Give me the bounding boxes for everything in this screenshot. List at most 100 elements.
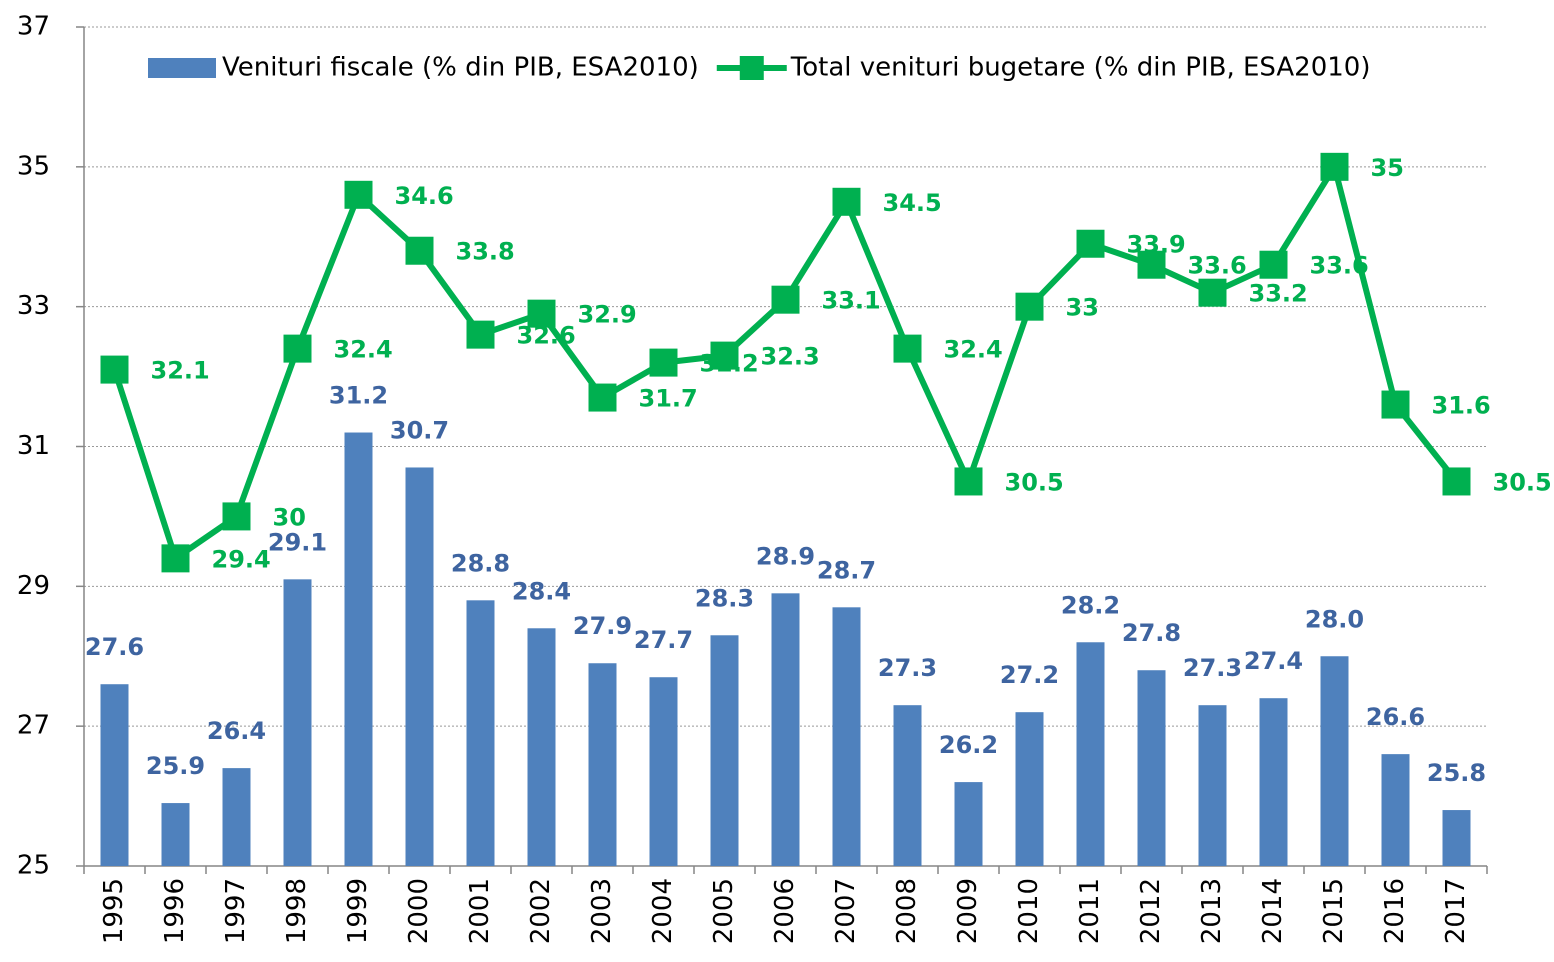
data-label: 28.7 bbox=[817, 556, 876, 584]
marker bbox=[771, 285, 800, 314]
marker bbox=[954, 467, 983, 496]
bar bbox=[893, 705, 922, 866]
marker bbox=[1076, 229, 1105, 258]
data-label: 27.7 bbox=[634, 626, 693, 654]
x-tick-label: 2009 bbox=[953, 878, 983, 944]
marker bbox=[710, 341, 739, 370]
y-tick-label: 29 bbox=[17, 571, 50, 601]
marker bbox=[1381, 390, 1410, 419]
bar bbox=[832, 607, 861, 866]
bar bbox=[1381, 754, 1410, 866]
bar bbox=[1320, 656, 1349, 866]
data-label: 35 bbox=[1371, 154, 1404, 182]
data-label: 28.8 bbox=[451, 549, 510, 577]
y-tick-label: 27 bbox=[17, 711, 50, 741]
bar bbox=[1198, 705, 1227, 866]
y-tick-label: 33 bbox=[17, 291, 50, 321]
x-tick-label: 1999 bbox=[343, 878, 373, 944]
marker bbox=[222, 502, 251, 531]
x-tick-label: 1996 bbox=[160, 878, 190, 944]
marker bbox=[1442, 467, 1471, 496]
data-label: 30 bbox=[273, 503, 306, 531]
data-label: 33.6 bbox=[1188, 252, 1247, 280]
bar bbox=[710, 635, 739, 866]
x-tick-label: 2011 bbox=[1075, 878, 1105, 944]
data-label: 28.4 bbox=[512, 577, 571, 605]
data-label: 33.1 bbox=[822, 287, 881, 315]
data-label: 26.4 bbox=[207, 717, 266, 745]
bar bbox=[405, 467, 434, 866]
data-label: 26.2 bbox=[939, 731, 998, 759]
y-tick-label: 25 bbox=[17, 851, 50, 881]
bar bbox=[344, 432, 373, 866]
bar bbox=[1259, 698, 1288, 866]
x-tick-label: 2001 bbox=[465, 878, 495, 944]
legend-swatch bbox=[148, 58, 216, 78]
bar bbox=[222, 768, 251, 866]
x-tick-label: 2016 bbox=[1380, 878, 1410, 944]
x-tick-label: 2010 bbox=[1014, 878, 1044, 944]
bar bbox=[1442, 810, 1471, 866]
x-tick-label: 2005 bbox=[709, 878, 739, 944]
bar bbox=[1015, 712, 1044, 866]
bar bbox=[100, 684, 129, 866]
data-label: 27.9 bbox=[573, 612, 632, 640]
x-tick-label: 2002 bbox=[526, 878, 556, 944]
marker bbox=[1198, 278, 1227, 307]
marker bbox=[1015, 292, 1044, 321]
x-tick-label: 2015 bbox=[1319, 878, 1349, 944]
x-tick-label: 2004 bbox=[648, 878, 678, 944]
data-label: 33.6 bbox=[1310, 252, 1369, 280]
bar bbox=[1137, 670, 1166, 866]
data-label: 33 bbox=[1066, 294, 1099, 322]
y-tick-label: 37 bbox=[17, 12, 50, 42]
bar bbox=[588, 663, 617, 866]
legend-label: Total venituri bugetare (% din PIB, ESA2… bbox=[790, 53, 1371, 83]
data-label: 27.3 bbox=[878, 654, 937, 682]
data-label: 27.3 bbox=[1183, 654, 1242, 682]
data-label: 32.9 bbox=[578, 301, 637, 329]
data-label: 27.2 bbox=[1000, 661, 1059, 689]
marker bbox=[344, 180, 373, 209]
data-label: 25.9 bbox=[146, 752, 205, 780]
marker bbox=[161, 544, 190, 573]
x-tick-label: 1998 bbox=[282, 878, 312, 944]
marker bbox=[1137, 250, 1166, 279]
bar bbox=[161, 803, 190, 866]
marker bbox=[588, 383, 617, 412]
x-tick-label: 2014 bbox=[1258, 878, 1288, 944]
x-tick-label: 2000 bbox=[404, 878, 434, 944]
data-label: 32.4 bbox=[944, 336, 1003, 364]
bar bbox=[527, 628, 556, 866]
data-label: 26.6 bbox=[1366, 703, 1425, 731]
data-label: 32.3 bbox=[761, 343, 820, 371]
marker bbox=[466, 320, 495, 349]
data-label: 34.5 bbox=[883, 189, 942, 217]
marker bbox=[100, 355, 129, 384]
marker bbox=[527, 299, 556, 328]
data-label: 30.5 bbox=[1005, 468, 1064, 496]
data-label: 30.5 bbox=[1493, 468, 1552, 496]
data-label: 31.7 bbox=[639, 385, 698, 413]
bar bbox=[954, 782, 983, 866]
data-label: 30.7 bbox=[390, 416, 449, 444]
data-label: 29.1 bbox=[268, 528, 327, 556]
data-label: 33.8 bbox=[456, 238, 515, 266]
data-label: 32.1 bbox=[151, 357, 210, 385]
x-tick-label: 2008 bbox=[892, 878, 922, 944]
bar bbox=[283, 579, 312, 866]
marker bbox=[649, 348, 678, 377]
data-label: 28.0 bbox=[1305, 605, 1364, 633]
x-tick-label: 2013 bbox=[1197, 878, 1227, 944]
data-label: 27.6 bbox=[85, 633, 144, 661]
x-tick-label: 1997 bbox=[221, 878, 251, 944]
legend-label: Venituri fiscale (% din PIB, ESA2010) bbox=[222, 53, 699, 83]
data-label: 34.6 bbox=[395, 182, 454, 210]
data-label: 31.2 bbox=[329, 382, 388, 410]
data-label: 25.8 bbox=[1427, 759, 1486, 787]
data-label: 32.4 bbox=[334, 336, 393, 364]
legend-swatch bbox=[739, 56, 764, 80]
data-label: 28.2 bbox=[1061, 591, 1120, 619]
x-tick-label: 1995 bbox=[99, 878, 129, 944]
data-label: 28.9 bbox=[756, 542, 815, 570]
